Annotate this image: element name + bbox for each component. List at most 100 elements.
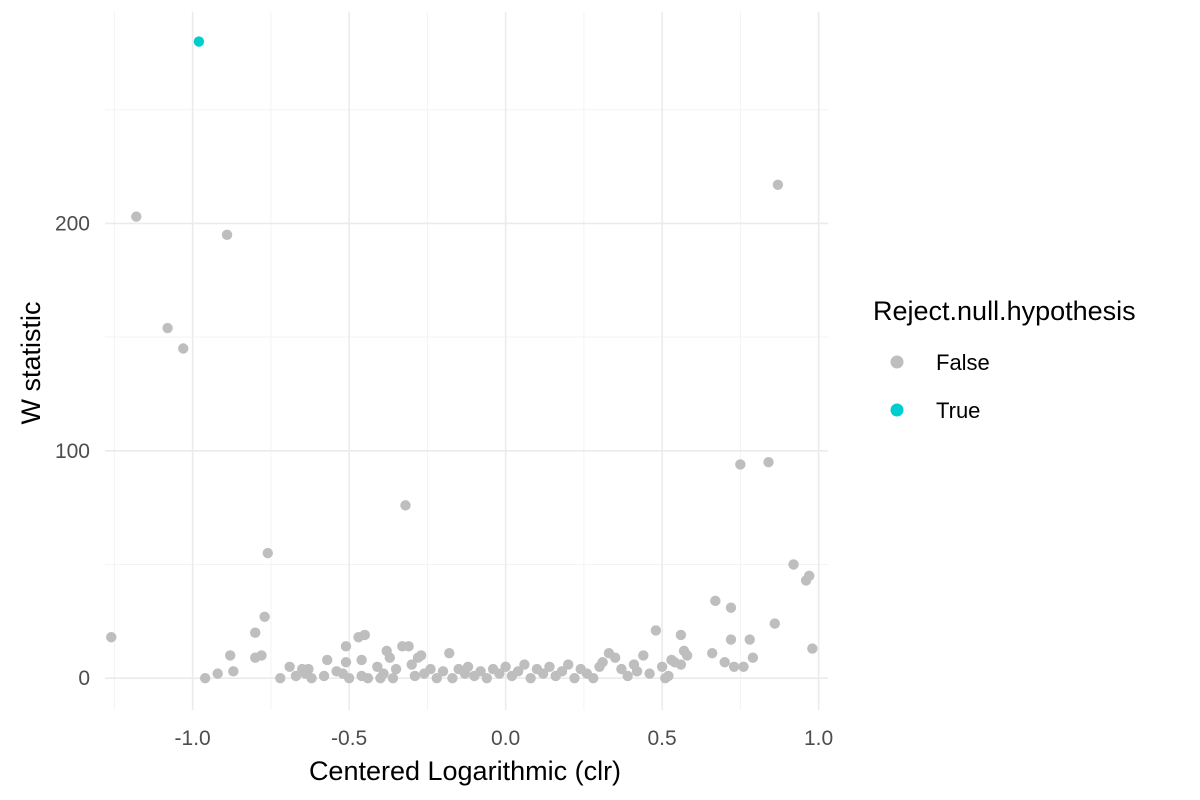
data-point-false [663, 670, 674, 682]
data-point-false [675, 659, 687, 670]
legend-title: Reject.null.hypothesis [873, 296, 1136, 326]
data-point-false [390, 663, 402, 675]
data-point-false [340, 641, 352, 652]
x-axis-ticks: -1.0 -0.5 0.0 0.5 1.0 [175, 727, 834, 750]
data-point-false [744, 634, 755, 645]
data-point-false [616, 663, 627, 675]
legend-key-false [890, 355, 904, 369]
data-point-false [710, 595, 721, 607]
data-point-false [772, 179, 784, 190]
data-point-false [221, 229, 233, 241]
data-point-false [728, 661, 740, 673]
data-point-false [597, 657, 608, 668]
legend-key-true [890, 403, 904, 417]
data-point-false [372, 661, 383, 673]
data-point-false [356, 654, 367, 666]
data-point-false [462, 661, 474, 673]
data-point-false [481, 672, 493, 684]
data-point-false [763, 456, 774, 468]
data-point-false [563, 659, 574, 670]
data-point-false [250, 627, 261, 638]
data-point-false [406, 659, 417, 670]
data-point-false [609, 652, 621, 663]
data-point-false [525, 672, 536, 684]
data-point-false [425, 663, 436, 675]
data-point-false [769, 618, 780, 629]
data-point-false [656, 661, 668, 673]
y-axis-ticks: 0 100 200 [55, 212, 90, 690]
data-point-false [544, 661, 555, 673]
data-point-false [387, 672, 399, 684]
data-point-false [343, 672, 355, 684]
data-point-false [519, 659, 530, 670]
data-point-false [447, 672, 458, 684]
data-point-false [622, 670, 633, 682]
data-point-false [537, 668, 549, 679]
data-point-false [212, 668, 223, 679]
data-point-false [638, 650, 649, 661]
data-point-false [804, 570, 815, 582]
data-point-false [675, 629, 687, 641]
data-point-false [322, 654, 333, 666]
data-point-false [359, 629, 370, 641]
data-point-false [362, 672, 374, 684]
data-point-false [807, 643, 818, 654]
data-point-false [494, 668, 505, 679]
data-point-false [162, 322, 173, 334]
data-point-false [178, 343, 189, 354]
data-point-false [681, 650, 693, 661]
data-point-false [384, 652, 396, 663]
data-point-false [284, 661, 295, 673]
data-point-false [306, 672, 317, 684]
data-point-false [444, 647, 455, 659]
data-point-false [569, 672, 580, 684]
data-point-false [106, 632, 117, 643]
data-point-false [719, 657, 730, 668]
y-axis-title: W statistic [16, 301, 46, 424]
data-point-false [747, 652, 759, 663]
data-point-false [259, 611, 270, 622]
x-tick-label: 0.0 [491, 727, 520, 750]
data-point-false [431, 672, 442, 684]
data-point-false [256, 650, 267, 661]
data-point-false [631, 666, 643, 677]
y-tick-label: 0 [78, 667, 90, 690]
data-point-false [437, 666, 449, 677]
legend-label-true: True [936, 398, 980, 423]
data-point-false [303, 663, 314, 675]
data-point-false [275, 672, 286, 684]
data-point-false [738, 661, 749, 673]
data-point-false [340, 657, 352, 668]
data-point-false [788, 559, 799, 570]
data-point-false [725, 634, 737, 645]
data-point-false [378, 668, 389, 679]
data-point-false [131, 211, 142, 222]
data-points [106, 36, 818, 684]
data-point-true [193, 36, 205, 47]
data-point-false [199, 672, 211, 684]
data-point-false [512, 666, 524, 677]
data-point-false [735, 459, 746, 470]
x-tick-label: 1.0 [804, 727, 833, 750]
data-point-false [262, 547, 273, 559]
data-point-false [228, 666, 239, 677]
legend: Reject.null.hypothesis False True [873, 296, 1136, 423]
data-point-false [415, 650, 427, 661]
x-tick-label: -1.0 [175, 727, 211, 750]
grid [105, 12, 828, 710]
legend-label-false: False [936, 350, 990, 375]
data-point-false [403, 641, 414, 652]
data-point-false [409, 670, 421, 682]
data-point-false [318, 670, 330, 682]
data-point-false [224, 650, 236, 661]
x-tick-label: 0.5 [648, 727, 677, 750]
data-point-false [650, 625, 662, 636]
y-tick-label: 200 [55, 212, 90, 235]
x-tick-label: -0.5 [331, 727, 367, 750]
data-point-false [475, 666, 486, 677]
data-point-false [725, 602, 737, 613]
x-axis-title: Centered Logarithmic (clr) [309, 756, 621, 786]
data-point-false [556, 666, 568, 677]
data-point-false [400, 500, 411, 511]
